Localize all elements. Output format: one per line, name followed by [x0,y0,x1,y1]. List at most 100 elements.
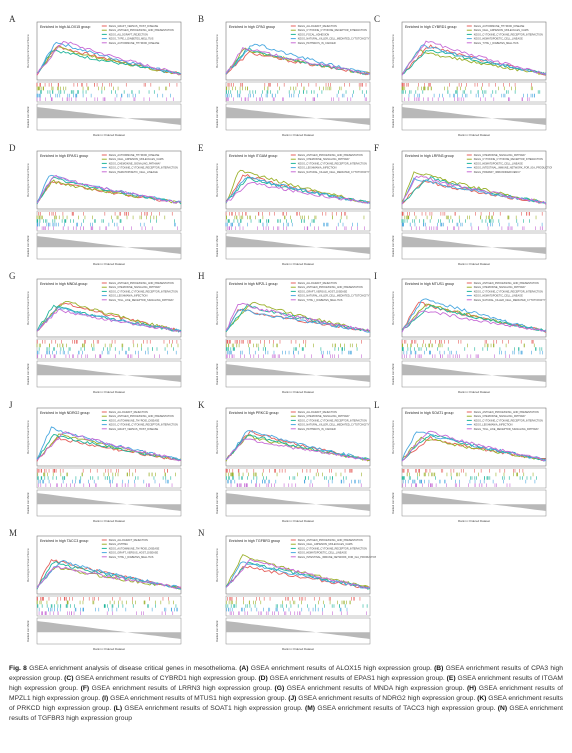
gsea-panel-n: N Enriched in high TGFBR3 group Running En… [198,528,377,651]
legend-entry: KEGG_ANTIGEN_PROCESSING_AND_PRESENTATION [109,415,174,418]
legend-entry: KEGG_GRAFT_VERSUS_HOST_DISEASE [298,290,348,293]
x-axis-label: Rank in Ordered Dataset [93,262,125,265]
legend-entry: KEGG_TOLL_LIKE_RECEPTOR_SIGNALING_PATHWA… [474,428,539,431]
ranked-metric-area [37,493,181,511]
enrichment-curve [225,177,371,204]
enrichment-curve [36,40,182,75]
y-axis-label: Running Enrichment Score [391,163,395,197]
legend-entry: KEGG_ALLOGRAFT_REJECTION [298,25,337,28]
y-axis-label: Running Enrichment Score [215,34,219,68]
gsea-panel-c: C Enriched in high CYBRD1 group Running En… [374,14,552,137]
legend-entry: KEGG_CHEMOKINE_SIGNALING_PATHWAY [298,158,350,161]
caption-parts: (A) GSEA enrichment results of ALOX15 hi… [9,665,563,722]
legend-entry: KEGG_TYPE_I_DIABETES_MELLITUS [298,299,343,302]
enrichment-curve [401,44,547,76]
legend-entry: KEGG_CELL_ADHESION_MOLECULES_CAMS [109,158,164,161]
x-axis-label: Rank in Ordered Dataset [93,647,125,650]
gsea-plot: I Enriched in high MTUS1 group Running Enr… [374,271,547,394]
caption-part-text: GSEA enrichment results of TACC3 high ex… [315,704,498,712]
caption-part-letter: (G) [274,684,285,692]
enrichment-curve [225,48,371,75]
enrichment-curve [401,179,547,205]
y-axis-label-bottom: Ranked List Metric [26,363,30,385]
legend-entry: KEGG_CELL_ADHESION_MOLECULES_CAMS [298,543,353,546]
gsea-panel-h: H Enriched in high MPZL1 group Running Enr… [198,271,376,394]
legend-entry: KEGG_GRAFT_VERSUS_HOST_DISEASE [109,552,159,555]
hit-ticks-frame [36,338,182,360]
panel-letter: N [198,528,205,538]
legend-entry: KEGG_ANTIGEN_PROCESSING_AND_PRESENTATION [298,539,363,542]
panel-letter: L [374,400,380,410]
panel-letter: C [374,14,380,24]
ranked-metric-area [402,107,546,125]
x-axis-label: Rank in Ordered Dataset [282,390,314,393]
gsea-plot: B Enriched in high CPA3 group Running Enri… [198,14,371,137]
y-axis-label: Running Enrichment Score [26,420,30,454]
ranked-metric-area [402,493,546,511]
caption-part-letter: (F) [80,684,90,692]
legend-entry: KEGG_HEMATOPOIETIC_CELL_LINEAGE [298,552,347,555]
gsea-plot: F Enriched in high LRRN3 group Running Enr… [374,143,553,266]
enrichment-curve [36,436,182,462]
legend-entry: KEGG_CYTOKINE_CYTOKINE_RECEPTOR_INTERACT… [298,419,367,422]
legend-entry: KEGG_CYTOKINE_CYTOKINE_RECEPTOR_INTERACT… [298,162,367,165]
y-axis-label: Running Enrichment Score [391,34,395,68]
gsea-panel-f: F Enriched in high LRRN3 group Running Enr… [374,143,553,266]
enrichment-curve [36,41,182,75]
caption-part-letter: (N) [497,704,508,712]
enrichment-curve [401,40,547,76]
caption-part-letter: (B) [434,665,444,672]
gsea-plot: J Enriched in high NDRG2 group Running Enr… [9,400,182,523]
y-axis-label-bottom: Ranked List Metric [215,235,219,257]
enrichment-curve [36,431,182,462]
y-axis-label: Running Enrichment Score [391,291,395,325]
legend-entry: KEGG_CHEMOKINE_SIGNALING_PATHWAY [474,415,526,418]
panel-title: Enriched in high NDRG2 group [40,411,90,415]
panel-letter: H [198,271,205,281]
enrichment-curve [225,46,371,75]
legend-entry: KEGG_HEMATOPOIETIC_CELL_LINEAGE [109,171,158,174]
hit-ticks-frame [36,467,182,489]
legend-entry: KEGG_ALLOGRAFT_REJECTION [298,411,337,414]
hit-ticks-frame [401,467,547,489]
x-axis-label: Rank in Ordered Dataset [93,519,125,522]
figure-caption: Fig. 8 GSEA enrichment analysis of disea… [9,664,563,723]
panel-title: Enriched in high ITGAM group [229,154,277,158]
legend-entry: KEGG_CHEMOKINE_SIGNALING_PATHWAY [298,415,350,418]
caption-part-text: GSEA enrichment results of TGFBR3 high e… [9,704,564,722]
gsea-plot: A Enriched in high ALOX15 group Running En… [9,14,182,137]
enrichment-curve [36,300,181,332]
legend-entry: KEGG_INTESTINAL_IMMUNE_NETWORK_FOR_IGA_P… [298,556,376,559]
ranked-metric-area [226,493,370,511]
legend-entry: KEGG_ALLOGRAFT_REJECTION [109,411,148,414]
legend-entry: KEGG_ALLOGRAFT_REJECTION [109,539,148,542]
panel-title: Enriched in high TACC3 group [40,539,88,543]
enrichment-curve [225,561,371,589]
ranked-metric-area [37,236,181,254]
gsea-plot: M Enriched in high TACC3 group Running Enr… [9,528,182,651]
legend-entry: KEGG_AUTOIMMUNE_THYROID_DISEASE [109,547,160,550]
legend-entry: KEGG_TYPE_I_DIABETES_MELLITUS [474,42,519,45]
enrichment-curve [36,560,182,590]
gsea-plot: C Enriched in high CYBRD1 group Running En… [374,14,547,137]
enrichment-curve [36,565,182,589]
caption-part-text: GSEA enrichment results of NDRG2 high ex… [296,694,478,702]
hit-ticks-frame [401,338,547,360]
caption-part-letter: (J) [288,694,297,702]
ranked-metric-area [402,236,546,254]
legend-entry: KEGG_CYTOKINE_CYTOKINE_RECEPTOR_INTERACT… [474,33,543,36]
legend-entry: KEGG_ANTIGEN_PROCESSING_AND_PRESENTATION [109,282,174,285]
legend-entry: KEGG_NATURAL_KILLER_CELL_MEDIATED_CYTOTO… [298,295,370,298]
legend-entry: KEGG_TOLL_LIKE_RECEPTOR_SIGNALING_PATHWA… [109,299,174,302]
panel-title: Enriched in high EPAS1 group [40,154,88,158]
y-axis-label-bottom: Ranked List Metric [391,363,395,385]
gsea-plot: D Enriched in high EPAS1 group Running Enr… [9,143,182,266]
panel-title: Enriched in high SOAT1 group [405,411,453,415]
gsea-panel-g: G Enriched in high MNDA group Running Enri… [9,271,187,394]
enrichment-curve [225,302,371,333]
ranked-metric-area [226,236,370,254]
legend-entry: KEGG_PATHWAYS_IN_CANCER [298,42,336,45]
legend-entry: KEGG_HEMATOPOIETIC_CELL_LINEAGE [474,295,523,298]
y-axis-label-bottom: Ranked List Metric [391,492,395,514]
panel-letter: A [9,14,16,24]
